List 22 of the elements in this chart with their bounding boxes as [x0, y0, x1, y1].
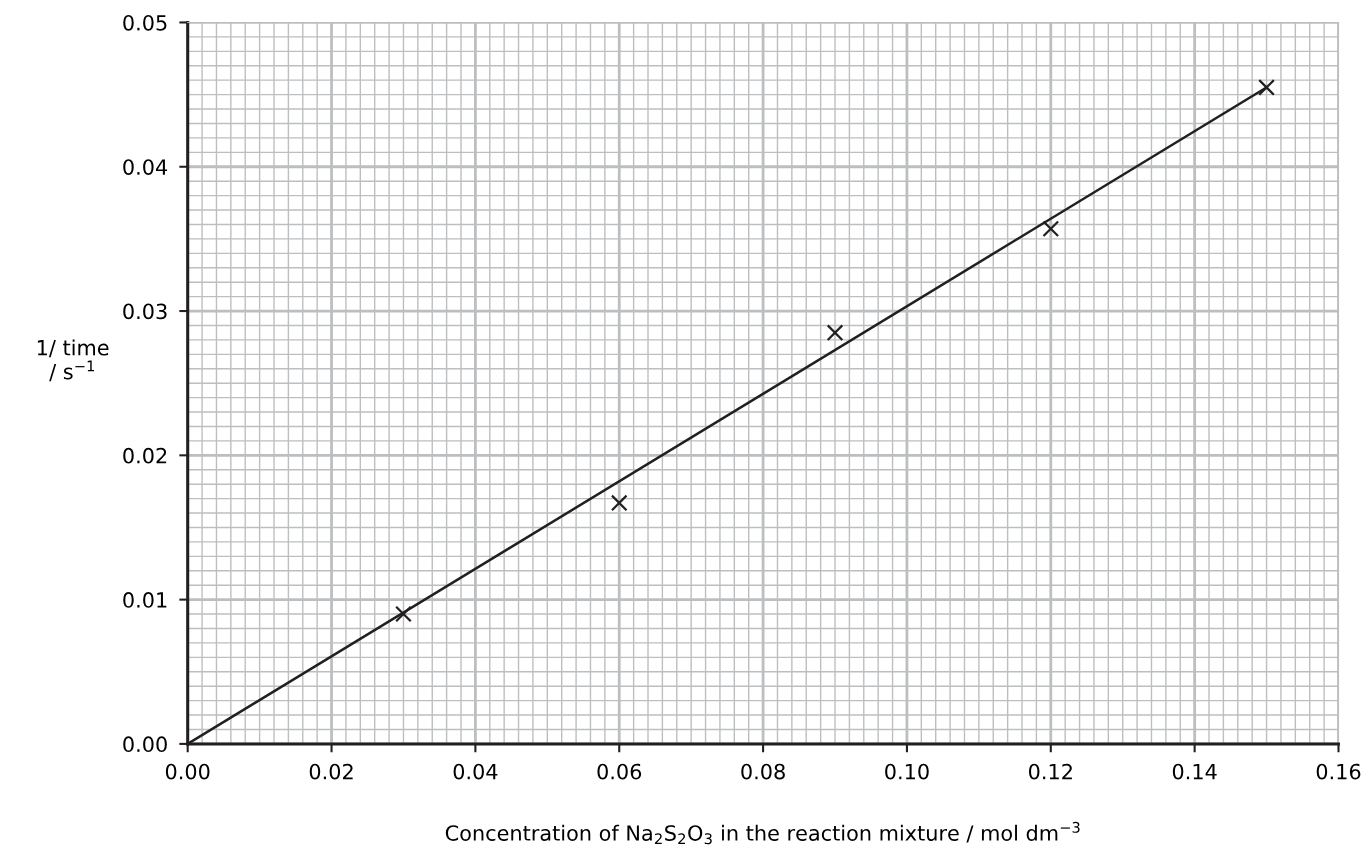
- x-axis-title: Concentration of Na$_{2}$S$_{2}$O$_{3}$ in the reaction mixture / mol dm$^{−3}$: [445, 821, 1080, 845]
- x-tick-label: 0.10: [885, 763, 929, 780]
- x-tick-label: 0.02: [309, 763, 353, 780]
- point: [610, 494, 628, 512]
- x-tick-label: 0.06: [597, 763, 642, 780]
- y-tick-label: 0.05: [123, 14, 167, 31]
- x-tick-label: 0.14: [1172, 763, 1217, 780]
- y-tick-label: 0.03: [123, 303, 167, 320]
- y-axis-title: 1/ time / s$^{−1}$: [37, 339, 109, 382]
- x-tick-label: 0.00: [165, 763, 210, 780]
- y-tick-label: 0.00: [123, 736, 167, 753]
- point: [395, 605, 412, 623]
- y-tick-label: 0.01: [123, 592, 167, 608]
- y-tick-label: 0.02: [123, 447, 167, 464]
- point: [1042, 220, 1060, 238]
- point: [1258, 79, 1275, 96]
- x-tick-label: 0.04: [453, 763, 498, 780]
- x-tick-label: 0.12: [1028, 763, 1072, 780]
- x-tick-label: 0.16: [1316, 763, 1361, 780]
- point: [826, 324, 844, 342]
- y-tick-label: 0.04: [123, 159, 168, 175]
- x-tick-label: 0.08: [741, 763, 785, 780]
